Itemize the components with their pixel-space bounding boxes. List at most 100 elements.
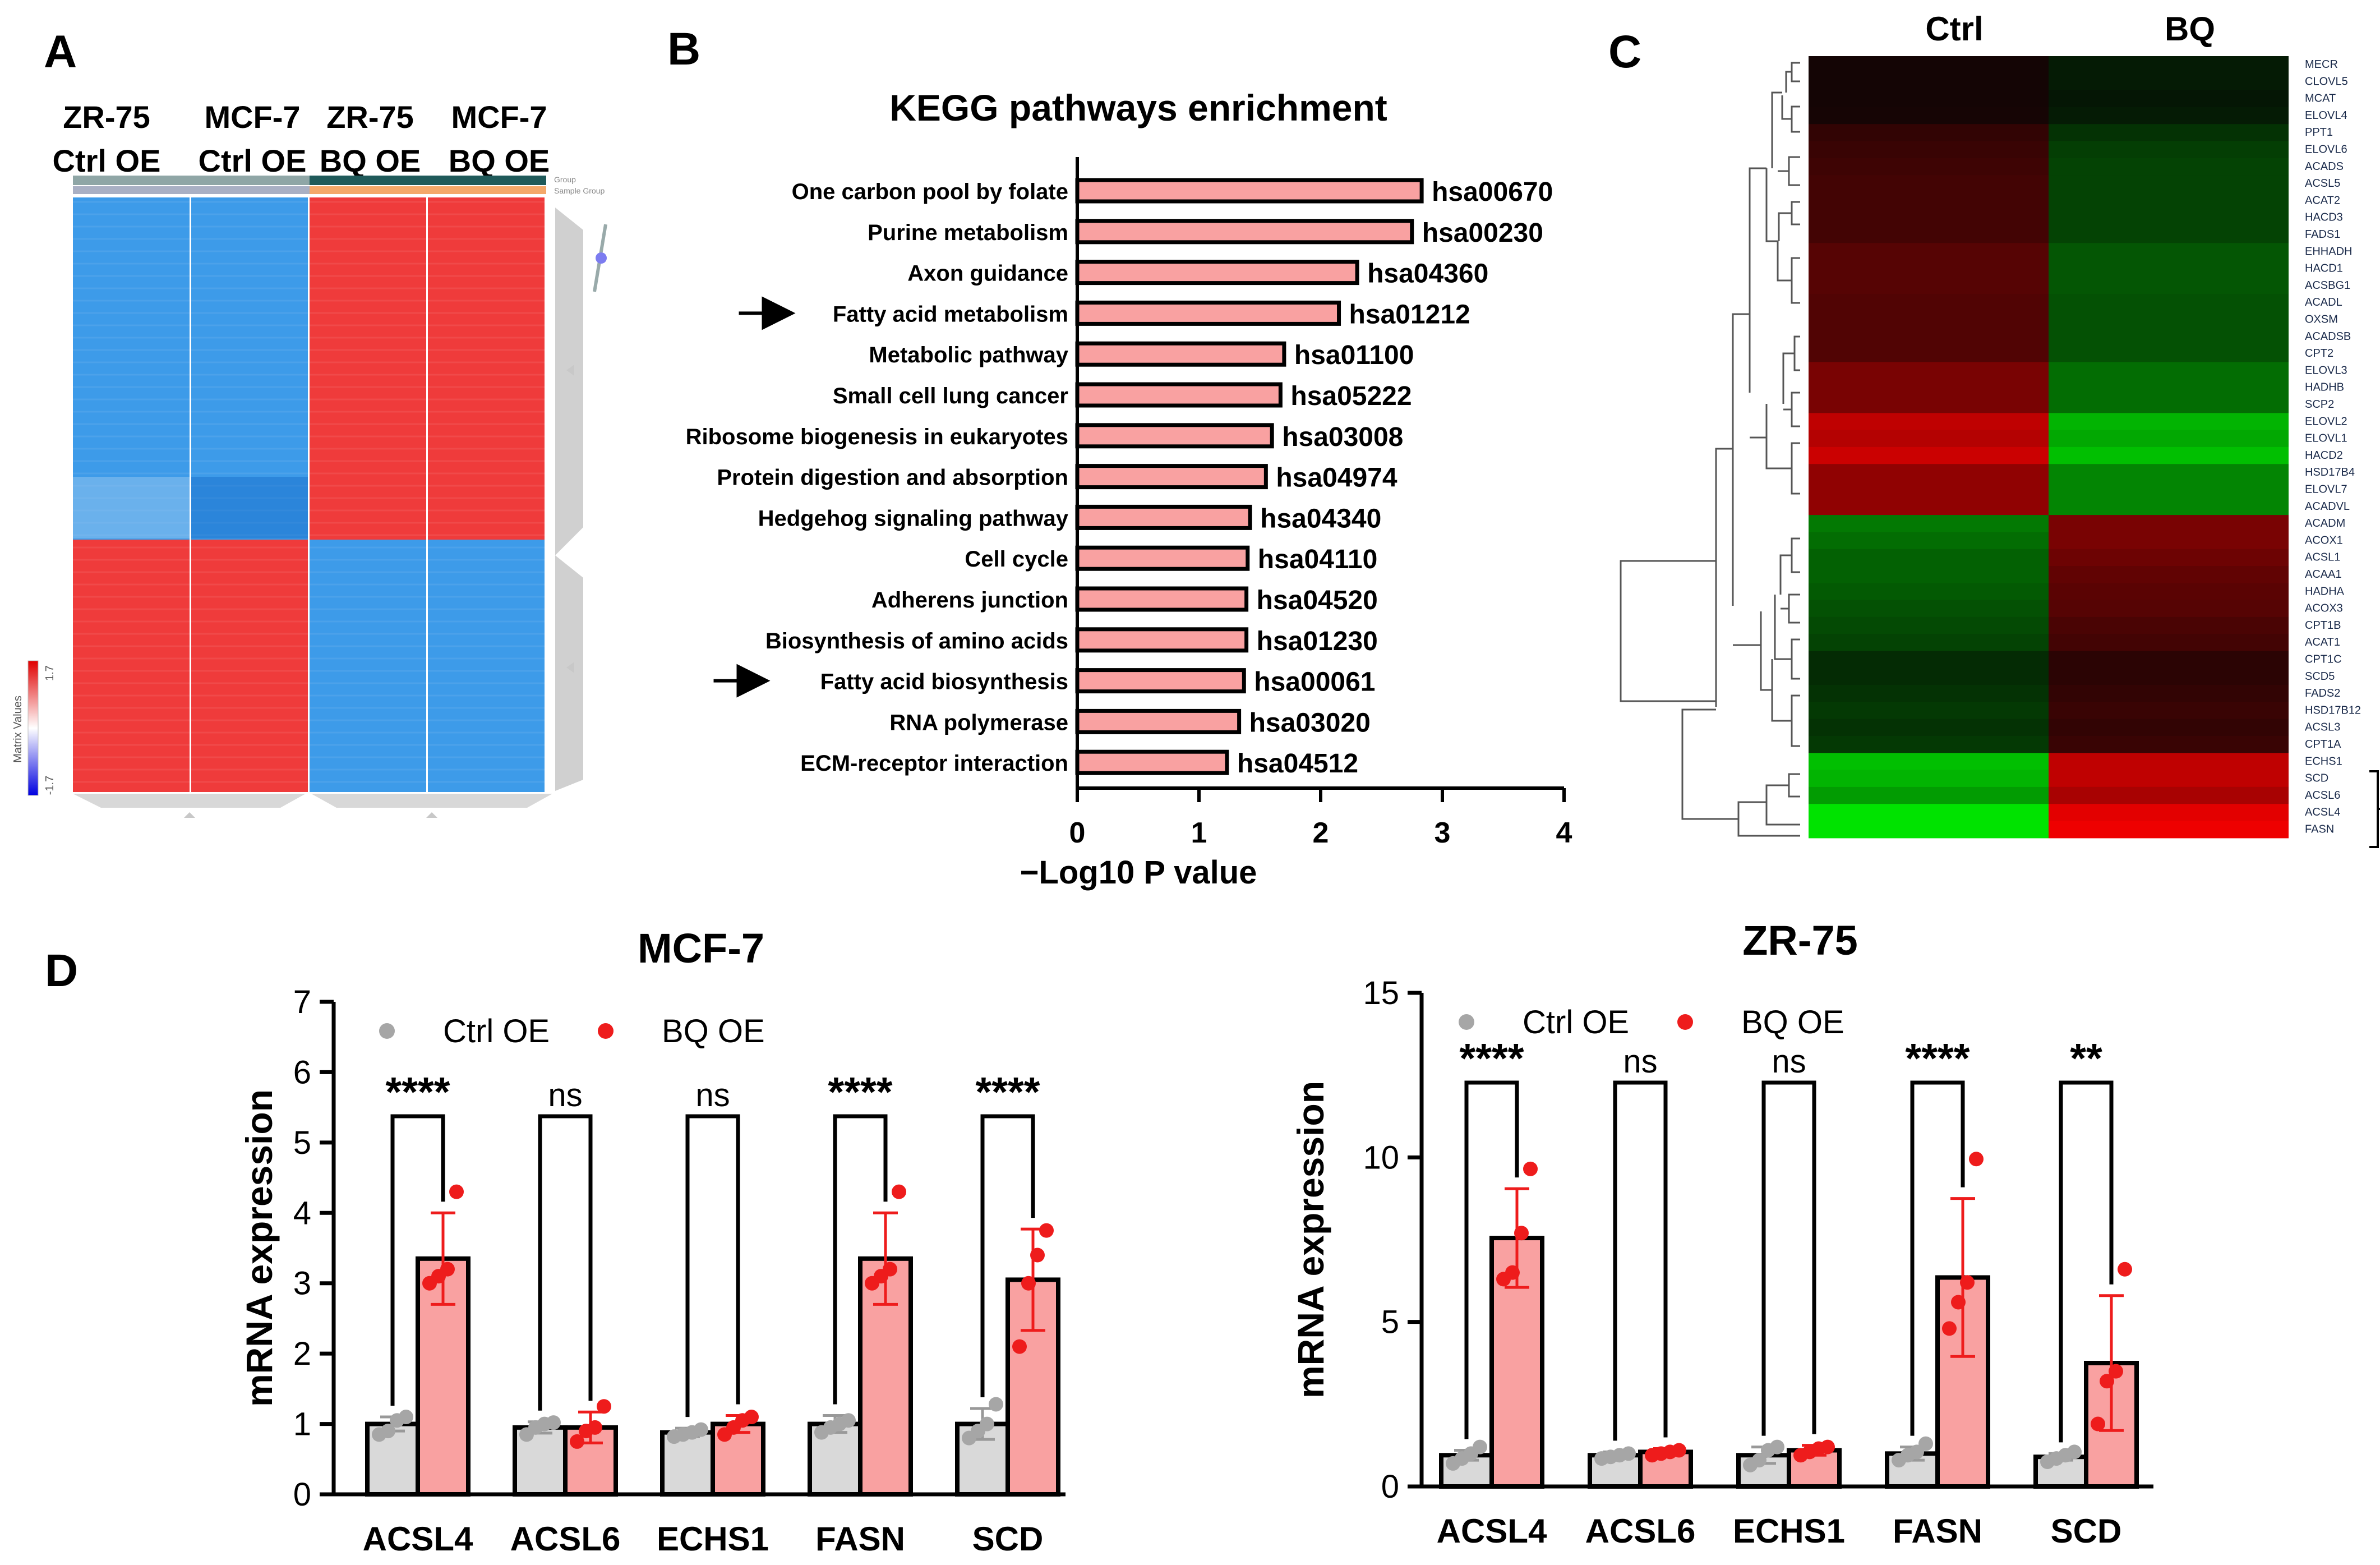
heatmap-c-cell-bq [2049, 481, 2289, 499]
heatmap-a-group-bar [310, 176, 428, 185]
y-tick-label: 6 [293, 1054, 311, 1090]
heatmap-c-cell-bq [2049, 413, 2289, 431]
data-point-ctrl [546, 1415, 561, 1430]
heatmap-c-cell-bq [2049, 192, 2289, 210]
data-point-bq [1951, 1295, 1966, 1310]
heatmap-c-cell-ctrl [1809, 498, 2049, 515]
heatmap-c-gene-label: ELOVL2 [2305, 415, 2347, 427]
heatmap-c-gene-label: PPT1 [2305, 126, 2333, 139]
data-point-bq [2100, 1374, 2114, 1389]
heatmap-c-cell-ctrl [1809, 413, 2049, 431]
heatmap-c-cell-bq [2049, 515, 2289, 532]
kegg-pathway-id: hsa00230 [1422, 218, 1543, 248]
heatmap-a-dendro-marker [566, 662, 574, 673]
kegg-pathway-id: hsa04360 [1367, 259, 1488, 289]
legend-label-ctrl: Ctrl OE [443, 1013, 550, 1050]
data-point-ctrl [694, 1422, 708, 1437]
heatmap-c-cell-ctrl [1809, 736, 2049, 753]
significance-bracket [2059, 1080, 2114, 1443]
kegg-pathway-id: hsa01100 [1294, 340, 1414, 370]
heatmap-c-cell-bq [2049, 600, 2289, 618]
heatmap-c-gene-label: OXSM [2305, 314, 2338, 326]
heatmap-c-cell-bq [2049, 719, 2289, 737]
heatmap-c-gene-label: CPT2 [2305, 347, 2333, 360]
significance-label: ns [548, 1077, 582, 1113]
heatmap-c-gene-label: ACADVL [2305, 500, 2350, 513]
heatmap-c-cell-ctrl [1809, 56, 2049, 73]
y-tick-label: 15 [1363, 975, 1399, 1011]
heatmap-c-dendrogram-branch [1785, 71, 1792, 93]
heatmap-c-gene-label: SCP2 [2305, 398, 2334, 411]
significance-bracket [833, 1114, 888, 1405]
heatmap-c-gene-label: FASN [2305, 823, 2334, 836]
kegg-pathway-id: hsa01212 [1349, 300, 1470, 329]
significance-bracket [980, 1114, 1035, 1397]
heatmap-c-dendrogram-branch [1681, 708, 1738, 820]
kegg-category-label: Metabolic pathway [869, 343, 1068, 367]
heatmap-c-dendrogram-branch [1779, 554, 1792, 595]
heatmap-c-cell-bq [2049, 175, 2289, 192]
kegg-x-tick-label: 3 [1435, 817, 1451, 849]
heatmap-c-gene-label: HACD3 [2305, 211, 2343, 224]
heatmap-c-cell-bq [2049, 753, 2289, 771]
heatmap-c-gene-label: MECR [2305, 58, 2338, 71]
heatmap-c-cell-ctrl [1809, 192, 2049, 210]
x-category-label: ECHS1 [657, 1520, 769, 1558]
heatmap-c-gene-label: HSD17B4 [2305, 466, 2355, 478]
x-category-label: SCD [2051, 1512, 2122, 1550]
kegg-category-label: One carbon pool by folate [792, 179, 1068, 204]
data-point-ctrl [980, 1416, 994, 1431]
heatmap-c-dendrogram-branch [1765, 784, 1800, 826]
significance-label: **** [385, 1069, 450, 1115]
heatmap-c-dendrogram-branch [1715, 448, 1733, 707]
heatmap-a-sample-bar [191, 186, 310, 194]
heatmap-c-cell-bq [2049, 311, 2289, 329]
heatmap-c-cell-bq [2049, 770, 2289, 788]
heatmap-c-cell-bq [2049, 668, 2289, 685]
kegg-pathway-id: hsa04110 [1258, 545, 1378, 574]
heatmap-c-gene-label: HSD17B12 [2305, 704, 2361, 716]
heatmap-a-dendrogram [555, 208, 583, 791]
data-point-ctrl [1918, 1436, 1933, 1451]
heatmap-c-cell-bq [2049, 396, 2289, 413]
data-point-bq [597, 1399, 611, 1414]
heatmap-c-dendrogram-branch [1760, 611, 1772, 691]
heatmap-c-cell-ctrl [1809, 260, 2049, 278]
heatmap-c-dendrogram-branch [1777, 241, 1792, 282]
heatmap-c-gene-label: HADHB [2305, 381, 2344, 394]
kegg-bar [1075, 260, 1359, 286]
data-point-bq [883, 1262, 897, 1277]
heatmap-c-gene-label: ELOVL1 [2305, 432, 2347, 445]
heatmap-c-cell-bq [2049, 685, 2289, 702]
significance-bracket [685, 1114, 740, 1417]
y-tick-label: 5 [1381, 1304, 1399, 1341]
heatmap-c-cell-ctrl [1809, 583, 2049, 601]
kegg-bar [1075, 708, 1242, 734]
heatmap-c-cell-bq [2049, 362, 2289, 380]
heatmap-c-gene-label: ACAT1 [2305, 636, 2340, 648]
heatmap-a-legend-min: -1.7 [44, 776, 56, 795]
significance-label: ns [1772, 1043, 1806, 1080]
x-category-label: ACSL4 [363, 1520, 473, 1558]
y-tick-label: 3 [293, 1265, 311, 1302]
kegg-pathway-id: hsa01230 [1257, 627, 1378, 656]
kegg-x-tick-label: 2 [1313, 817, 1329, 849]
heatmap-a-bottom-dendrogram [73, 794, 306, 808]
data-point-bq [1021, 1276, 1036, 1291]
heatmap-c-gene-label: ACOX1 [2305, 534, 2343, 546]
panel-c-gene-heatmap: Ctrl BQ MECR CLOVL5 MCAT ELOVL4 PPT1 ELOVL6 ACAD… [1620, 10, 2380, 848]
x-category-label: ACSL6 [1585, 1512, 1696, 1550]
data-point-ctrl [1752, 1453, 1766, 1468]
heatmap-c-gene-label: ELOVL3 [2305, 364, 2347, 376]
heatmap-a-column-label: Ctrl OE [199, 143, 307, 178]
kegg-x-tick-label: 1 [1191, 817, 1207, 849]
kegg-x-tick-label: 0 [1069, 817, 1086, 849]
significance-bracket [1761, 1080, 1816, 1436]
heatmap-c-cell-ctrl [1809, 209, 2049, 227]
legend-marker-bq [1677, 1014, 1693, 1030]
heatmap-c-cell-ctrl [1809, 362, 2049, 380]
heatmap-a-column-label: MCF-7 [451, 99, 547, 135]
heatmap-c-dendrogram-branch [1765, 168, 1778, 242]
legend-marker-ctrl [1459, 1014, 1474, 1030]
